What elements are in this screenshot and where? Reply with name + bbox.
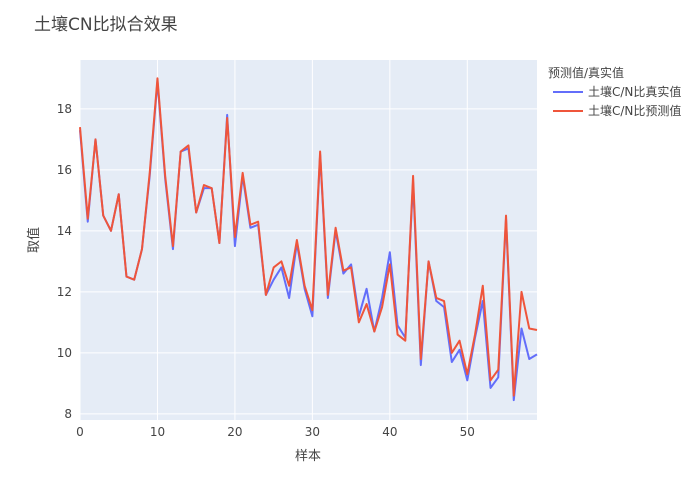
y-tick-label: 18 xyxy=(57,102,72,116)
series-line xyxy=(79,77,538,397)
y-axis-ticks: 8 10 12 14 16 18 xyxy=(57,102,72,421)
x-tick-label: 20 xyxy=(227,425,242,439)
y-tick-label: 14 xyxy=(57,224,72,238)
y-tick-label: 16 xyxy=(57,163,72,177)
x-tick-label: 0 xyxy=(76,425,84,439)
y-tick-label: 10 xyxy=(57,346,72,360)
x-tick-label: 40 xyxy=(382,425,397,439)
x-axis-ticks: 0 10 20 30 40 50 xyxy=(76,425,475,439)
x-axis-label: 样本 xyxy=(295,449,321,464)
x-tick-label: 30 xyxy=(305,425,320,439)
x-tick-label: 10 xyxy=(150,425,165,439)
legend-title: 预测值/真实值 xyxy=(548,65,624,80)
plot-area xyxy=(80,60,537,420)
chart-title: 土壤CN比拟合效果 xyxy=(34,14,178,35)
y-tick-label: 8 xyxy=(64,407,72,421)
legend-item-label: 土壤C/N比真实值 xyxy=(588,84,681,99)
y-tick-label: 12 xyxy=(57,285,72,299)
legend-item-label: 土壤C/N比预测值 xyxy=(588,103,681,118)
x-tick-label: 50 xyxy=(460,425,475,439)
y-axis-label: 取值 xyxy=(26,227,42,253)
series-layer xyxy=(79,77,538,402)
